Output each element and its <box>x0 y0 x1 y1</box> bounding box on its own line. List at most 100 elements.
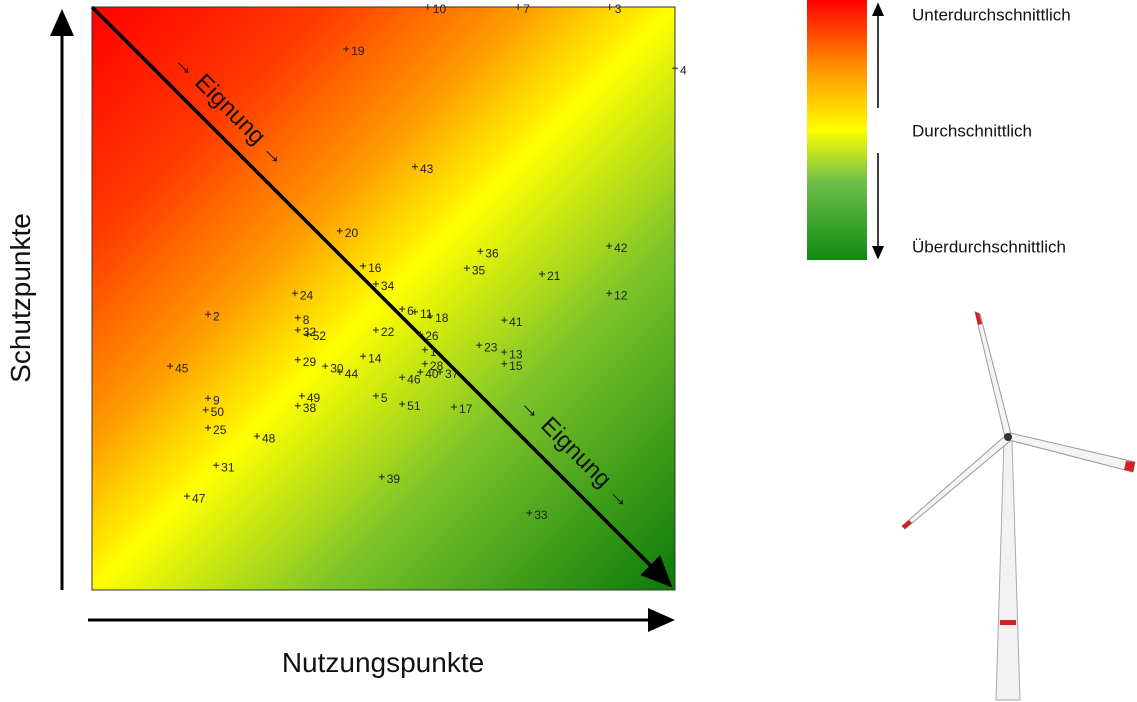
diagonal <box>90 5 673 588</box>
point <box>298 392 305 399</box>
point <box>372 392 379 399</box>
point <box>360 353 367 360</box>
point-label: 38 <box>303 401 317 415</box>
point <box>294 314 301 321</box>
point-label: 8 <box>303 313 310 327</box>
point <box>399 305 406 312</box>
point <box>378 473 385 480</box>
point-label: 9 <box>213 393 220 407</box>
point <box>606 4 613 10</box>
point-label: 52 <box>313 329 327 343</box>
point <box>606 243 613 250</box>
point <box>463 265 470 272</box>
point-label: 43 <box>420 162 434 176</box>
point-label: 10 <box>433 2 447 16</box>
point <box>205 395 212 402</box>
point-label: 11 <box>420 307 433 321</box>
point-label: 36 <box>485 246 499 260</box>
point-label: 16 <box>368 261 382 275</box>
point-label: 14 <box>368 351 382 365</box>
point-label: 17 <box>459 402 473 416</box>
point-label: 37 <box>445 367 459 381</box>
point <box>417 368 424 375</box>
point-label: 5 <box>381 391 388 405</box>
point <box>476 342 483 349</box>
point <box>167 363 174 370</box>
point <box>291 290 298 297</box>
point-label: 1 <box>430 345 437 359</box>
point <box>322 363 329 370</box>
point-label: 49 <box>307 391 321 405</box>
point <box>672 65 678 72</box>
point-label: 31 <box>221 460 235 474</box>
point <box>606 290 613 297</box>
point <box>336 227 343 234</box>
point <box>421 346 428 353</box>
point-label: 3 <box>615 2 622 16</box>
point <box>421 360 428 367</box>
point-label: 15 <box>509 359 523 373</box>
point <box>372 326 379 333</box>
point-label: 35 <box>472 263 486 277</box>
point <box>501 349 508 356</box>
legend-label: Unterdurchschnittlich <box>912 5 1071 24</box>
point <box>539 271 546 278</box>
point <box>336 368 343 375</box>
point <box>501 360 508 367</box>
legend-label: Überdurchschnittlich <box>912 237 1066 256</box>
point <box>437 368 444 375</box>
point <box>477 248 484 255</box>
point-label: 40 <box>425 367 439 381</box>
point-label: 26 <box>425 329 439 343</box>
point <box>515 4 522 10</box>
point-label: 29 <box>303 355 317 369</box>
point-label: 51 <box>407 399 421 413</box>
point <box>213 462 220 469</box>
point-label: 6 <box>407 304 414 318</box>
point-label: 42 <box>614 241 628 255</box>
point <box>205 311 212 318</box>
point-label: 24 <box>300 288 314 302</box>
point-label: 2 <box>213 309 220 323</box>
point <box>294 326 301 333</box>
point <box>304 331 311 338</box>
point <box>184 493 191 500</box>
point-label: 33 <box>534 508 548 522</box>
point-label: 45 <box>175 361 189 375</box>
point-label: 32 <box>303 325 317 339</box>
point-label: 39 <box>387 472 401 486</box>
legend-label: Durchschnittlich <box>912 121 1032 140</box>
point-label: 48 <box>262 431 276 445</box>
point-label: 25 <box>213 423 227 437</box>
point <box>372 280 379 287</box>
point-label: 22 <box>381 325 395 339</box>
point-label: 18 <box>435 311 449 325</box>
wind-turbine <box>901 311 1136 701</box>
point-label: 4 <box>680 63 687 77</box>
point <box>501 317 508 324</box>
point <box>205 424 212 431</box>
point-label: 44 <box>345 367 359 381</box>
point-label: 47 <box>192 491 206 505</box>
point <box>417 331 424 338</box>
x-axis-title: Nutzungspunkte <box>282 647 484 678</box>
point <box>424 4 431 10</box>
point <box>202 406 209 413</box>
point <box>253 433 260 440</box>
point-label: 13 <box>509 347 523 361</box>
point <box>399 374 406 381</box>
point <box>294 402 301 409</box>
legend-colorbar <box>807 0 867 260</box>
point <box>526 510 533 517</box>
point <box>451 403 458 410</box>
point <box>360 262 367 269</box>
point-label: 30 <box>330 361 344 375</box>
point <box>411 308 418 315</box>
point <box>427 312 434 319</box>
point-label: 23 <box>484 340 498 354</box>
point-label: 41 <box>509 315 523 329</box>
point-label: 19 <box>351 44 365 58</box>
point-label: 34 <box>381 279 395 293</box>
